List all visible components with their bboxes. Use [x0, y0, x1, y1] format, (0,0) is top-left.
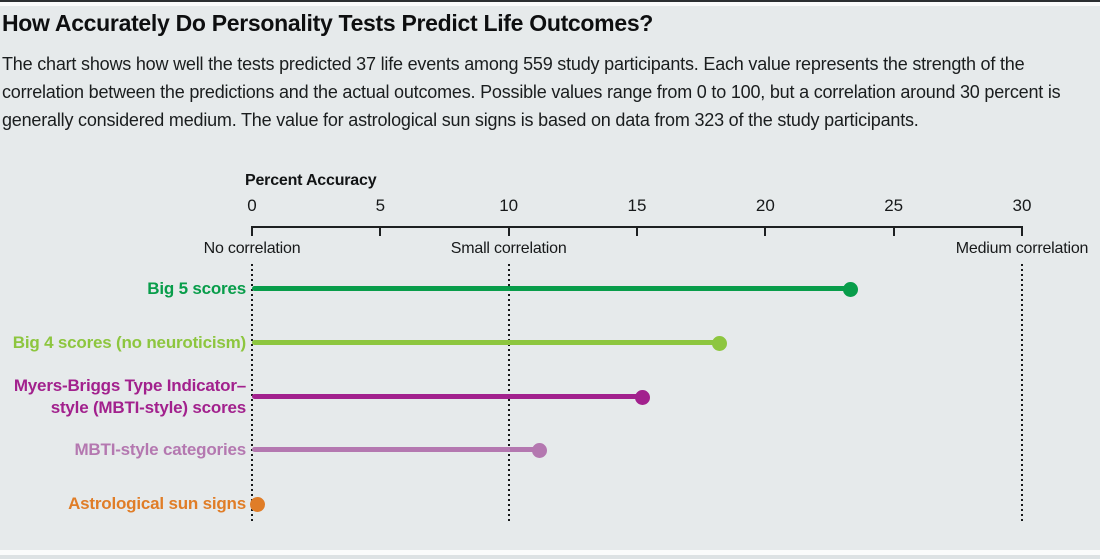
- x-axis-tick-mark: [507, 226, 510, 236]
- x-axis-tick-label: 10: [499, 196, 519, 215]
- page-title: How Accurately Do Personality Tests Pred…: [2, 10, 654, 36]
- x-axis-tick-mark: [892, 226, 895, 236]
- x-axis-tick-label: 5: [375, 196, 386, 215]
- reference-dotted-line: [507, 264, 510, 523]
- x-axis-tick-mark: [251, 226, 253, 236]
- row-label: Big 4 scores (no neuroticism): [12, 333, 246, 352]
- x-axis-tick-mark: [1021, 226, 1023, 236]
- top-border-gap: [0, 2, 1100, 6]
- reference-line-label: No correlation: [203, 240, 301, 257]
- lollipop-stem: [252, 447, 540, 452]
- reference-dotted-line: [1021, 264, 1023, 523]
- top-border: [0, 0, 1100, 2]
- x-axis-tick-label: 20: [755, 196, 775, 215]
- lollipop-dot: [531, 442, 547, 458]
- x-axis-tick-mark: [379, 226, 382, 236]
- reference-dotted-line: [251, 264, 253, 523]
- chart-description: The chart shows how well the tests predi…: [2, 54, 1061, 130]
- row-label: Astrological sun signs: [68, 494, 246, 513]
- bottom-border-gap: [0, 550, 1100, 555]
- reference-line-label: Small correlation: [450, 240, 567, 257]
- x-axis-tick-label: 0: [247, 196, 257, 215]
- x-axis-tick-mark: [636, 226, 638, 236]
- bottom-border: [0, 555, 1100, 559]
- x-axis-title: Percent Accuracy: [245, 172, 377, 189]
- lollipop-dot: [249, 496, 265, 512]
- lollipop-stem: [252, 394, 643, 399]
- row-label: Big 5 scores: [147, 279, 246, 298]
- reference-line-label: Medium correlation: [955, 240, 1089, 257]
- x-axis-tick-mark: [764, 226, 767, 236]
- x-axis-tick-label: 15: [627, 196, 647, 215]
- x-axis-tick-label: 30: [1012, 196, 1032, 215]
- lollipop-dot: [842, 281, 858, 297]
- lollipop-stem: [252, 340, 720, 345]
- x-axis-tick-label: 25: [884, 196, 904, 215]
- lollipop-stem: [252, 286, 851, 291]
- row-label: Myers-Briggs Type Indicator– style (MBTI…: [13, 376, 246, 417]
- lollipop-dot: [711, 335, 727, 351]
- lollipop-dot: [634, 389, 650, 405]
- row-label: MBTI-style categories: [74, 440, 246, 459]
